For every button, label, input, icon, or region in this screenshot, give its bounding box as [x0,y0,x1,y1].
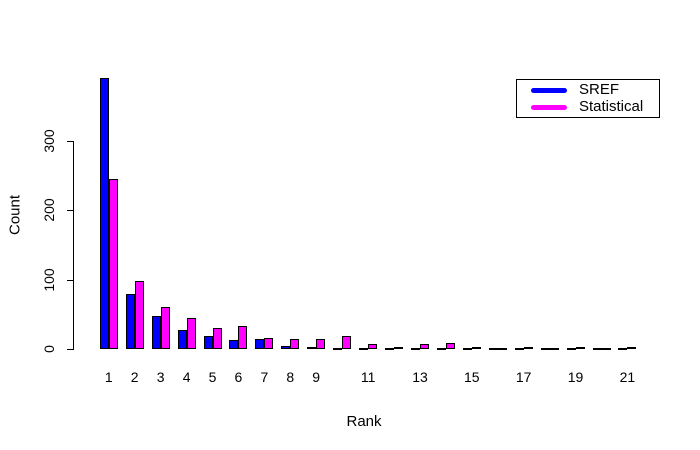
x-tick-label-3: 3 [156,369,165,385]
bar-statistical-rank-10 [342,336,352,349]
bar-statistical-rank-1 [108,179,118,349]
bar-sref-rank-21 [618,348,628,350]
statistical-series-swatch [531,104,567,110]
legend-label-sref: SREF [579,81,620,98]
bar-statistical-rank-14 [445,343,455,349]
bar-sref-rank-9 [307,347,317,349]
y-tick-label-100: 100 [41,268,57,292]
bar-statistical-rank-8 [290,339,300,349]
bar-statistical-rank-11 [368,344,378,349]
y-tick-100 [67,280,73,281]
bar-sref-rank-12 [385,348,394,350]
y-tick-200 [67,210,73,211]
x-tick-label-11: 11 [360,369,376,385]
bar-statistical-rank-9 [316,339,326,349]
x-tick-label-8: 8 [286,369,295,385]
bar-sref-rank-10 [333,348,343,350]
bar-sref-rank-1 [99,78,109,349]
x-tick-label-19: 19 [567,369,584,385]
x-tick-label-4: 4 [182,369,191,385]
x-tick-label-21: 21 [619,369,636,385]
y-tick-label-300: 300 [41,129,57,153]
bar-sref-rank-16 [488,348,498,350]
x-tick-label-15: 15 [464,369,480,385]
y-axis-label: Count [6,194,24,236]
bar-statistical-rank-5 [212,328,222,349]
bar-statistical-rank-16 [497,348,507,350]
legend-item-statistical: Statistical [517,99,659,115]
bar-sref-rank-6 [229,340,239,349]
bar-statistical-rank-2 [134,281,144,349]
y-tick-label-200: 200 [41,198,57,222]
bar-statistical-rank-21 [627,347,637,349]
y-tick-0 [67,349,73,350]
x-tick-label-13: 13 [412,369,428,385]
bar-sref-rank-4 [177,330,187,349]
x-tick-label-17: 17 [515,369,532,385]
bar-sref-rank-17 [514,348,524,350]
x-tick-label-7: 7 [260,369,269,385]
bar-sref-rank-13 [411,348,420,350]
bar-statistical-rank-19 [575,347,585,349]
bar-sref-rank-19 [566,348,576,350]
bar-sref-rank-20 [592,348,602,350]
x-tick-label-1: 1 [104,369,113,385]
x-tick-label-2: 2 [130,369,139,385]
bar-sref-rank-14 [436,348,446,350]
bar-statistical-rank-3 [160,307,170,349]
bar-statistical-rank-4 [186,318,196,349]
bar-sref-rank-15 [462,348,472,350]
bar-statistical-rank-17 [523,347,533,349]
bar-sref-rank-18 [540,348,550,350]
x-tick-label-9: 9 [312,369,321,385]
bar-statistical-rank-15 [471,347,481,349]
bar-statistical-rank-7 [264,338,274,349]
legend-label-statistical: Statistical [579,98,644,115]
bar-sref-rank-7 [255,339,265,349]
bar-statistical-rank-18 [549,348,559,350]
bar-statistical-rank-13 [420,344,429,349]
x-axis-label: Rank [346,413,382,430]
bar-sref-rank-11 [359,348,369,350]
legend-item-sref: SREF [517,82,659,98]
bar-sref-rank-8 [281,346,291,349]
x-tick-label-6: 6 [234,369,243,385]
bar-statistical-rank-6 [238,326,248,349]
y-tick-label-0: 0 [41,345,57,353]
bar-sref-rank-5 [203,336,213,349]
x-tick-label-5: 5 [208,369,217,385]
sref-series-swatch [531,87,567,93]
bar-sref-rank-2 [125,294,135,349]
bar-sref-rank-3 [151,316,161,349]
bar-statistical-rank-20 [601,348,611,350]
y-axis-line [73,141,74,350]
legend: SREF Statistical [516,79,660,118]
y-tick-300 [67,141,73,142]
bar-statistical-rank-12 [394,347,403,349]
